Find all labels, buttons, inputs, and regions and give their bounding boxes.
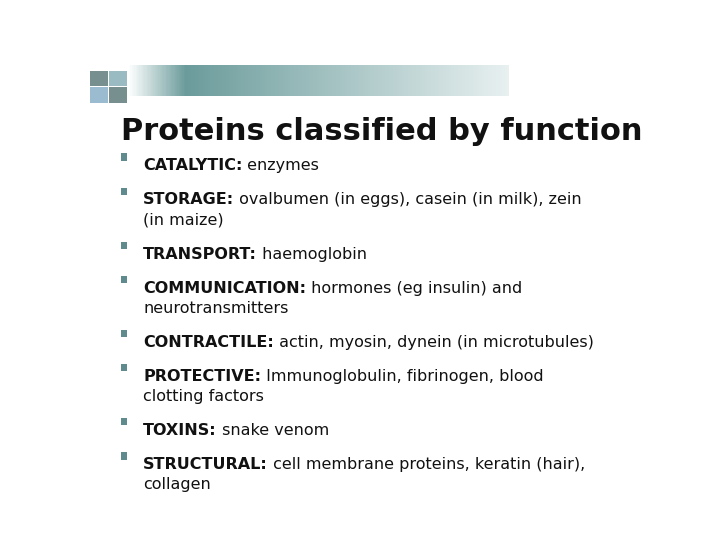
Text: Proteins classified by function: Proteins classified by function <box>121 117 642 146</box>
Text: TRANSPORT:: TRANSPORT: <box>143 246 257 261</box>
Text: CONTRACTILE:: CONTRACTILE: <box>143 335 274 350</box>
Text: collagen: collagen <box>143 477 211 492</box>
Text: hormones (eg insulin) and: hormones (eg insulin) and <box>306 281 522 295</box>
FancyBboxPatch shape <box>121 276 127 283</box>
Text: Immunoglobulin, fibrinogen, blood: Immunoglobulin, fibrinogen, blood <box>261 369 544 384</box>
FancyBboxPatch shape <box>90 71 108 86</box>
FancyBboxPatch shape <box>109 71 127 86</box>
Text: (in maize): (in maize) <box>143 212 224 227</box>
Text: haemoglobin: haemoglobin <box>257 246 367 261</box>
Text: STORAGE:: STORAGE: <box>143 192 234 207</box>
Text: neurotransmitters: neurotransmitters <box>143 301 289 315</box>
Text: COMMUNICATION:: COMMUNICATION: <box>143 281 306 295</box>
Text: TOXINS:: TOXINS: <box>143 423 217 438</box>
Text: CATALYTIC:: CATALYTIC: <box>143 158 243 173</box>
FancyBboxPatch shape <box>121 452 127 460</box>
FancyBboxPatch shape <box>121 330 127 338</box>
Text: snake venom: snake venom <box>217 423 329 438</box>
FancyBboxPatch shape <box>121 153 127 161</box>
FancyBboxPatch shape <box>121 418 127 426</box>
FancyBboxPatch shape <box>121 187 127 195</box>
Text: STRUCTURAL:: STRUCTURAL: <box>143 457 268 472</box>
Text: actin, myosin, dynein (in microtubules): actin, myosin, dynein (in microtubules) <box>274 335 593 350</box>
Text: enzymes: enzymes <box>243 158 319 173</box>
FancyBboxPatch shape <box>90 87 108 103</box>
FancyBboxPatch shape <box>121 364 127 372</box>
Text: PROTECTIVE:: PROTECTIVE: <box>143 369 261 384</box>
Text: ovalbumen (in eggs), casein (in milk), zein: ovalbumen (in eggs), casein (in milk), z… <box>234 192 582 207</box>
FancyBboxPatch shape <box>121 241 127 249</box>
Text: cell membrane proteins, keratin (hair),: cell membrane proteins, keratin (hair), <box>268 457 585 472</box>
Text: clotting factors: clotting factors <box>143 389 264 404</box>
FancyBboxPatch shape <box>109 87 127 103</box>
